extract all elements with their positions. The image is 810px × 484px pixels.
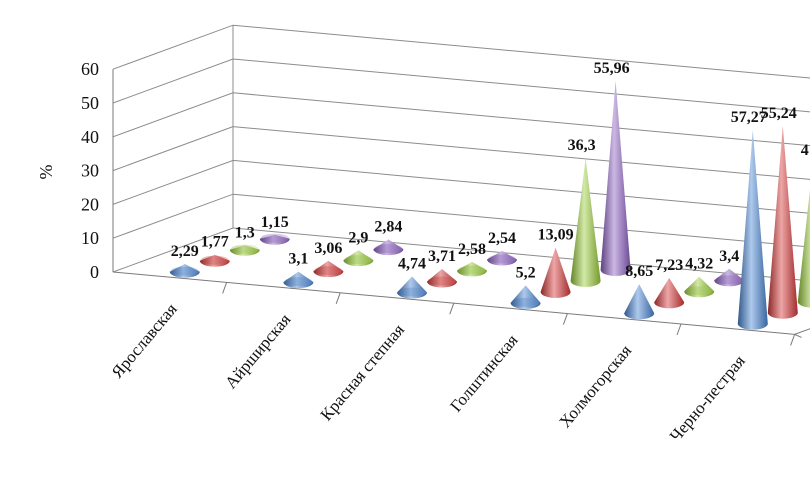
category-label-айрширская: Айрширская (221, 310, 294, 392)
data-label-2015-айрширская: 3,06 (314, 240, 342, 257)
cone-sheen (230, 244, 259, 254)
y-tick-label: 30 (81, 161, 99, 181)
cone-2015-красная-степная (427, 268, 457, 288)
cone-2010-айрширская (283, 271, 314, 289)
cone-body (600, 80, 631, 276)
x-axis-tickmark (676, 323, 682, 336)
category-label-ярославская: Ярославская (108, 299, 181, 381)
cone-sheen (344, 255, 373, 265)
data-label-2022-голштинская: 55,96 (594, 60, 630, 77)
x-axis-tickmark (449, 303, 455, 315)
cone-sheen (398, 287, 426, 297)
cone-body (570, 158, 601, 287)
y-tick-label: 10 (81, 228, 99, 248)
cone-2022-холмогорская (714, 268, 745, 287)
cone-sheen (284, 277, 313, 287)
cone-2015-айрширская (313, 260, 344, 278)
y-axis-label: % (36, 165, 56, 180)
data-label-2015-черно-пестрая: 55,24 (761, 105, 797, 122)
cone-2010-холмогорская (624, 284, 655, 320)
cone-sheen (200, 255, 229, 265)
cone-body (767, 125, 798, 319)
cone-2010-ярославская (169, 263, 200, 278)
cone-2021-красная-степная (457, 261, 487, 277)
data-label-2021-ярославская: 1,3 (235, 224, 255, 241)
cone-sheen (314, 266, 343, 276)
y-axis-ticks: 0 10 20 30 40 50 60 (81, 59, 99, 282)
cone-sheen (374, 244, 403, 254)
depth-axis-tickmark (794, 333, 802, 338)
chart-grid (112, 24, 810, 346)
data-label-2021-голштинская: 36,3 (568, 137, 596, 154)
data-label-2015-голштинская: 13,09 (538, 227, 574, 244)
data-label-2021-айрширская: 2,9 (348, 229, 368, 246)
data-labels: 1,152,842,5455,963,423,821,32,92,5836,34… (171, 60, 810, 282)
data-label-2022-ярославская: 1,15 (261, 214, 289, 231)
data-label-2015-красная-степная: 3,71 (428, 248, 456, 265)
gridline-60 (112, 24, 810, 79)
data-label-2010-айрширская: 3,1 (288, 251, 308, 268)
data-label-2022-айрширская: 2,84 (374, 219, 402, 236)
cone-marks (169, 80, 810, 330)
data-label-2021-красная-степная: 2,58 (458, 241, 486, 258)
data-label-2015-холмогорская: 7,23 (655, 257, 683, 274)
y-tick-label: 20 (81, 194, 99, 214)
data-label-2010-черно-пестрая: 57,27 (731, 109, 767, 126)
cone-body (797, 188, 810, 308)
cone-2010-красная-степная (397, 276, 427, 299)
data-label-2010-голштинская: 5,2 (516, 264, 536, 281)
cone-sheen (428, 276, 456, 286)
cone-2021-ярославская (229, 244, 260, 256)
category-label-голштинская: Голштинская (446, 331, 522, 416)
category-label-черно-пестрая: Черно-пестрая (666, 351, 749, 445)
data-label-2015-ярославская: 1,77 (201, 234, 229, 251)
x-axis-tickmark (562, 313, 568, 325)
y-tick-label: 60 (81, 59, 99, 79)
cone-body (540, 247, 571, 298)
cone-body (654, 277, 685, 309)
cone-sheen (260, 233, 289, 243)
cone-sheen (458, 265, 486, 275)
cone-2010-голштинская (510, 285, 541, 309)
cone-2015-черно-пестрая (767, 125, 798, 319)
data-label-2022-красная-степная: 2,54 (488, 230, 516, 247)
data-label-2010-красная-степная: 4,74 (398, 255, 426, 272)
cone-2022-красная-степная (487, 250, 517, 266)
cone-body (624, 284, 655, 320)
y-tick-label: 0 (90, 262, 99, 282)
cone-2021-черно-пестрая (797, 188, 810, 308)
cone-2015-холмогорская (654, 277, 685, 309)
cone-2010-черно-пестрая (737, 130, 768, 330)
category-label-холмогорская: Холмогорская (555, 341, 635, 431)
x-axis-tickmark (790, 334, 796, 346)
cone-2022-ярославская (259, 233, 290, 245)
data-label-2010-ярославская: 2,29 (171, 243, 199, 260)
data-label-2022-холмогорская: 3,4 (719, 248, 739, 265)
y-tick-label: 50 (81, 93, 99, 113)
cone-body (737, 130, 768, 330)
cone-sheen (511, 297, 540, 307)
cone-sheen (488, 254, 516, 264)
x-axis-tickmark (335, 292, 341, 304)
cone-2022-айрширская (373, 239, 404, 256)
data-label-2021-холмогорская: 4,32 (685, 256, 713, 273)
data-label-2010-холмогорская: 8,65 (625, 263, 653, 280)
cone-sheen (715, 275, 744, 285)
cone-2021-айрширская (343, 250, 374, 267)
cone-sheen (685, 286, 714, 296)
cone-2015-голштинская (540, 247, 571, 298)
cone-2021-голштинская (570, 158, 601, 287)
category-label-красная-степная: Красная степная (317, 320, 409, 424)
y-tick-label: 40 (81, 127, 99, 147)
cone-2015-ярославская (199, 254, 230, 267)
x-axis-tickmark (222, 282, 228, 294)
cone-sheen (170, 266, 199, 276)
data-label-2021-черно-пестрая: 41 (801, 142, 810, 159)
cone-2022-голштинская (600, 80, 631, 276)
cone-2021-холмогорская (684, 276, 715, 298)
